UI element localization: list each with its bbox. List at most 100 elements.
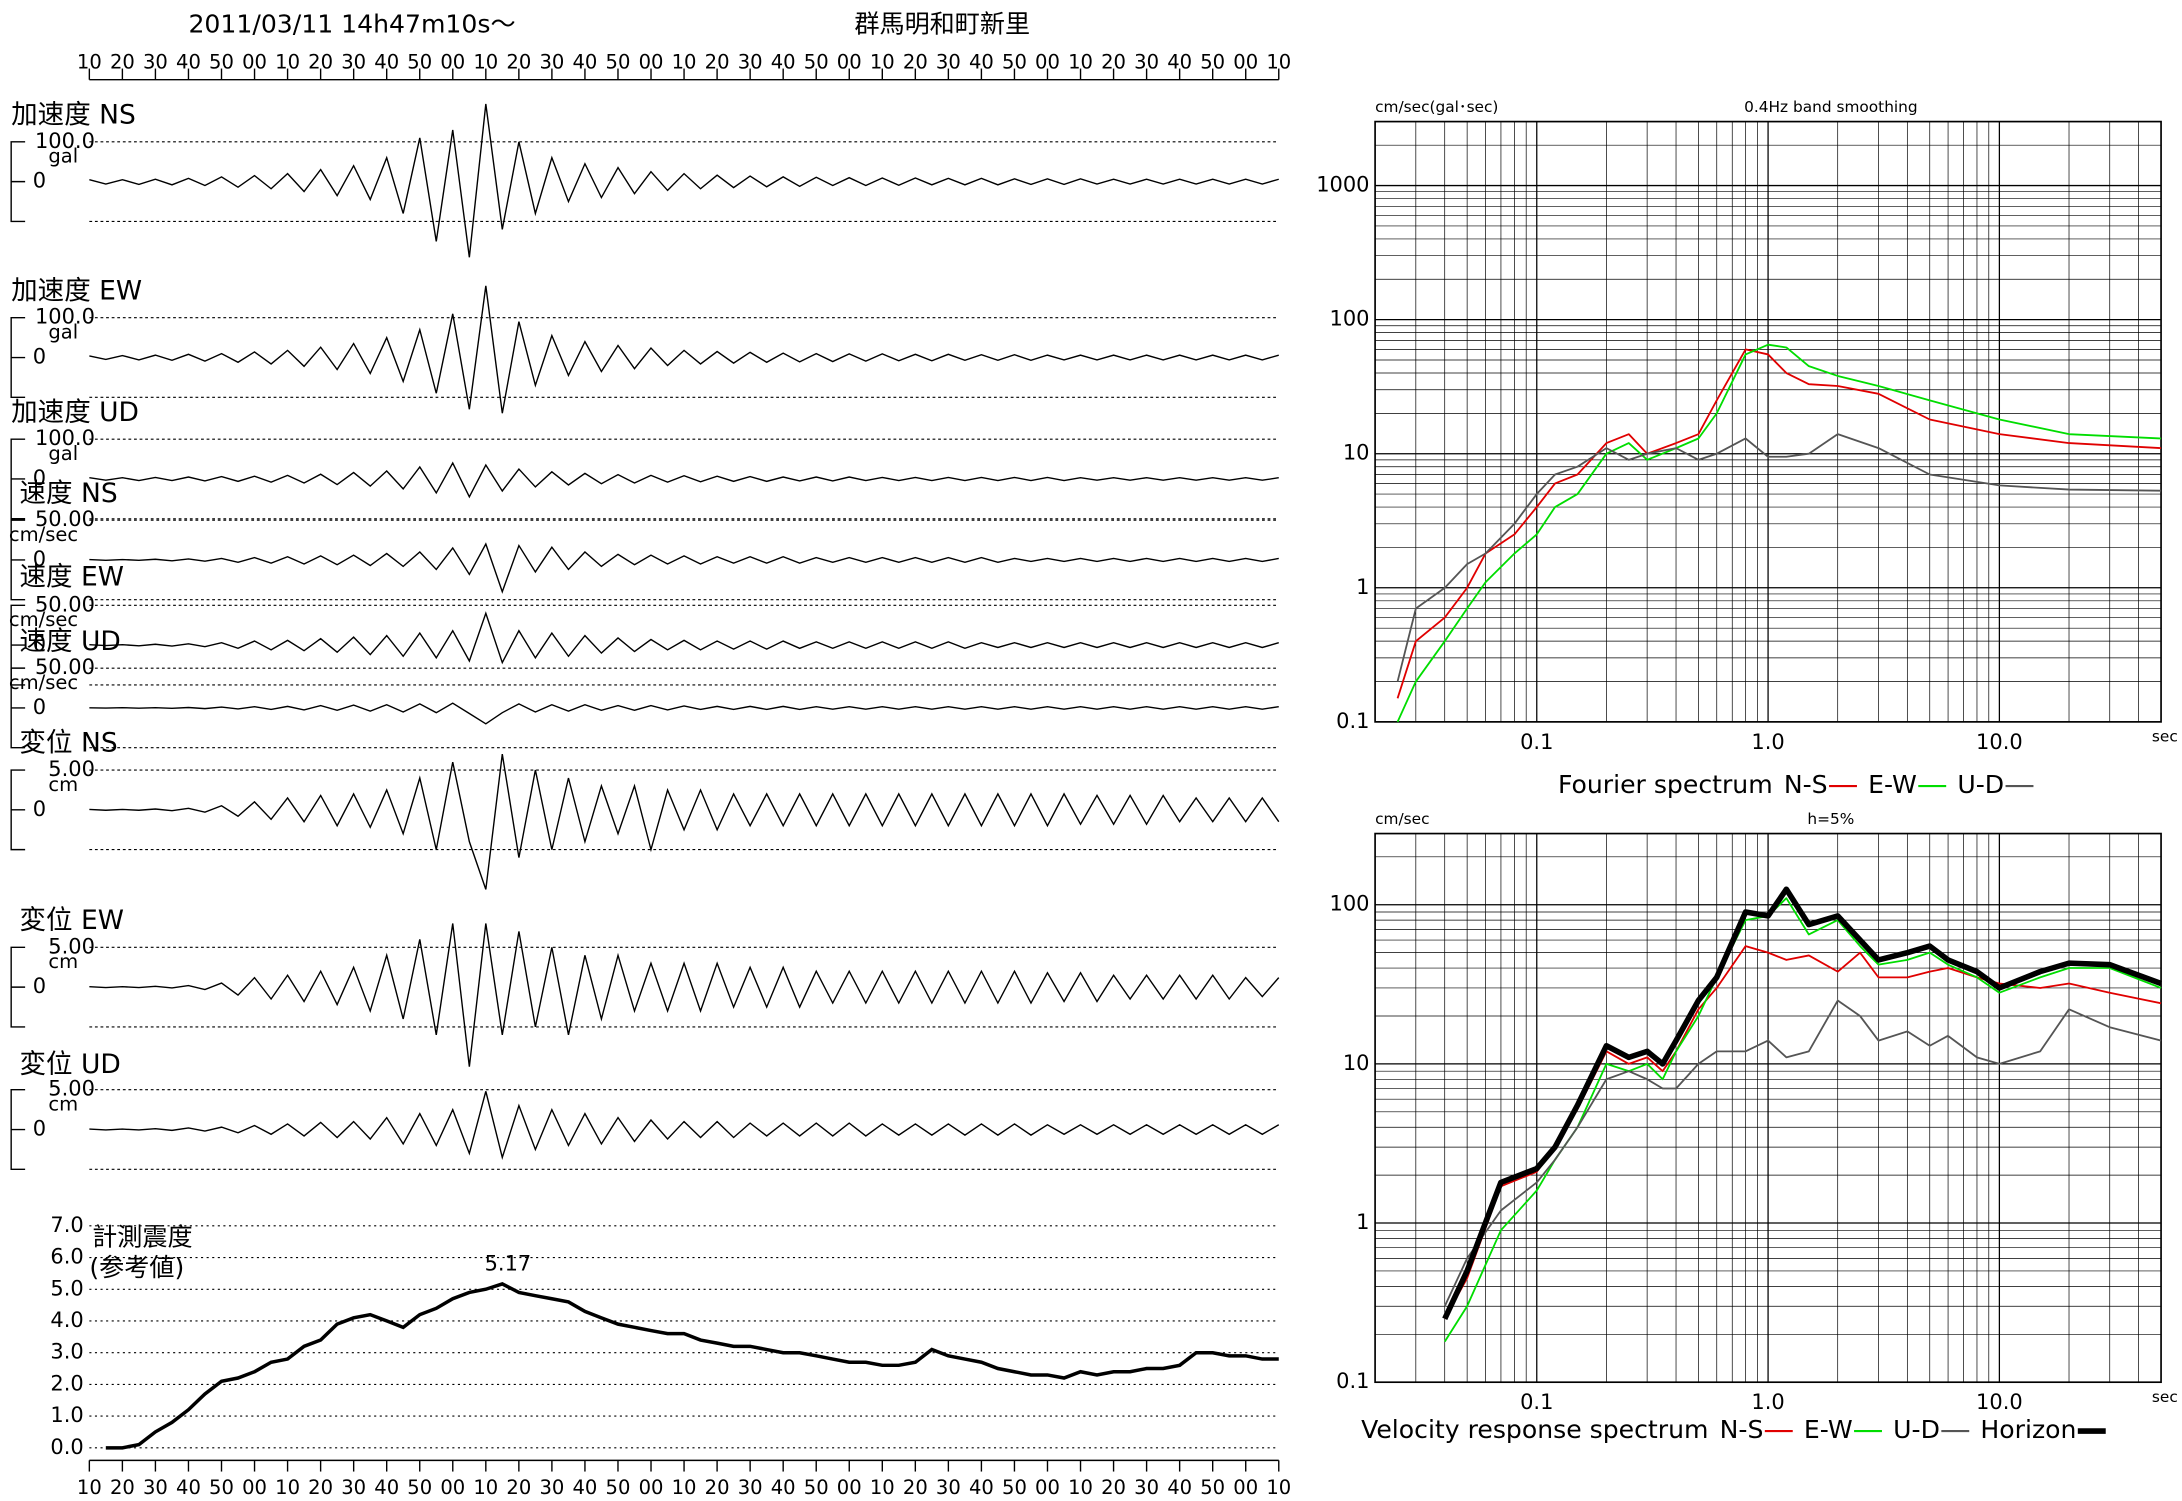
time-tick-label: 20 [110, 50, 135, 73]
unit-label: cm [48, 950, 78, 973]
trace [89, 285, 1279, 414]
legend-label: N-S [1720, 1415, 1764, 1444]
chart-subtitle: h=5% [1807, 810, 1854, 828]
time-tick-label: 50 [1200, 1476, 1225, 1499]
time-tick-label: 50 [1002, 1476, 1027, 1499]
record-title: 2011/03/11 14h47m10s～ [188, 9, 515, 38]
time-tick-label: 40 [969, 1476, 994, 1499]
time-tick-label: 10 [77, 1476, 102, 1499]
time-tick-label: 40 [374, 50, 399, 73]
time-tick-label: 20 [1101, 50, 1126, 73]
time-tick-label: 00 [242, 50, 267, 73]
time-tick-label: 50 [606, 1476, 631, 1499]
spectrum-line [1443, 945, 2162, 1320]
intensity-title: 計測震度 [92, 1222, 192, 1251]
y-tick-label: 5.00 [48, 934, 95, 958]
time-tick-label: 40 [1167, 1476, 1192, 1499]
y-tick-label: 1.0 [50, 1403, 83, 1427]
legend-label: U-D [1957, 770, 2004, 799]
time-tick-label: 00 [1233, 1476, 1258, 1499]
trace-name: 加速度 UD [11, 397, 139, 428]
trace-bracket [10, 519, 26, 601]
time-tick-label: 20 [110, 1476, 135, 1499]
time-tick-label: 20 [903, 1476, 928, 1499]
time-tick-label: 20 [1101, 1476, 1126, 1499]
trace-bracket [10, 604, 26, 686]
y-tick-label: 0 [33, 695, 46, 719]
spectrum-line [1396, 343, 2162, 723]
time-tick-label: 10 [1266, 50, 1291, 73]
time-tick-label: 50 [209, 50, 234, 73]
trace [89, 923, 1280, 1067]
y-tick-label: 0 [33, 169, 46, 193]
time-tick-label: 40 [771, 1476, 796, 1499]
trace [89, 611, 1279, 665]
time-tick-label: 50 [804, 1476, 829, 1499]
time-tick-label: 10 [275, 1476, 300, 1499]
time-tick-label: 50 [407, 50, 432, 73]
trace-name: 変位 EW [20, 905, 124, 936]
time-tick-label: 30 [936, 1476, 961, 1499]
y-tick-label: 5.00 [48, 757, 95, 781]
y-tick-label: 0 [33, 974, 46, 998]
unit-label: cm/sec [9, 608, 78, 631]
time-tick-label: 00 [639, 50, 664, 73]
unit-label: cm [48, 1093, 78, 1116]
x-tick-label: 1.0 [1751, 1390, 1784, 1414]
trace [89, 461, 1279, 499]
trace-bracket [10, 438, 26, 520]
y-tick-label: 50.00 [35, 507, 95, 531]
y-tick-label: 1000 [1316, 173, 1369, 197]
legend-label: U-D [1893, 1415, 1940, 1444]
time-tick-label: 20 [506, 50, 531, 73]
spectrum-line [1443, 897, 2162, 1343]
spectrum-line [1443, 999, 2162, 1307]
time-tick-label: 40 [573, 50, 598, 73]
intensity-line [105, 1282, 1279, 1450]
time-tick-label: 30 [539, 50, 564, 73]
y-tick-label: 1 [1356, 1210, 1369, 1234]
spectrum-line [1442, 886, 2163, 1321]
legend-title: Fourier spectrum [1558, 770, 1773, 799]
time-tick-label: 10 [870, 50, 895, 73]
trace-bracket [10, 946, 26, 1028]
unit-label: gal [48, 321, 78, 344]
time-tick-label: 10 [870, 1476, 895, 1499]
y-tick-label: 5.00 [48, 1077, 95, 1101]
trace-bracket [10, 769, 26, 851]
time-tick-label: 10 [473, 50, 498, 73]
y-tick-label: 100 [1330, 307, 1370, 331]
spectrum-line [1396, 433, 2162, 682]
time-tick-label: 50 [1002, 50, 1027, 73]
y-tick-label: 3.0 [50, 1340, 83, 1364]
time-tick-label: 10 [672, 50, 697, 73]
y-tick-label: 2.0 [50, 1371, 83, 1395]
time-tick-label: 50 [407, 1476, 432, 1499]
time-tick-label: 30 [143, 50, 168, 73]
y-tick-label: 0 [33, 797, 46, 821]
y-tick-label: 0 [33, 345, 46, 369]
time-tick-label: 30 [738, 50, 763, 73]
unit-label: cm/sec [9, 671, 78, 694]
y-tick-label: 0 [33, 547, 46, 571]
time-tick-label: 20 [705, 1476, 730, 1499]
unit-label: gal [48, 442, 78, 465]
y-tick-label: 0.1 [1336, 709, 1369, 733]
trace-bracket [10, 141, 26, 223]
x-tick-label: 10.0 [1976, 1390, 2023, 1414]
legend-label: Horizon [1980, 1415, 2076, 1444]
time-tick-label: 30 [936, 50, 961, 73]
time-tick-label: 40 [969, 50, 994, 73]
y-tick-label: 100.0 [35, 426, 95, 450]
time-tick-label: 00 [440, 50, 465, 73]
trace [89, 103, 1279, 258]
time-tick-label: 50 [1200, 50, 1225, 73]
intensity-subtitle: (参考値) [89, 1253, 184, 1282]
trace [89, 542, 1279, 594]
peak-label: 5.17 [485, 1251, 532, 1275]
legend-label: E-W [1868, 770, 1917, 799]
time-tick-label: 20 [308, 50, 333, 73]
chart-subtitle: 0.4Hz band smoothing [1744, 98, 1918, 116]
time-tick-label: 50 [209, 1476, 234, 1499]
